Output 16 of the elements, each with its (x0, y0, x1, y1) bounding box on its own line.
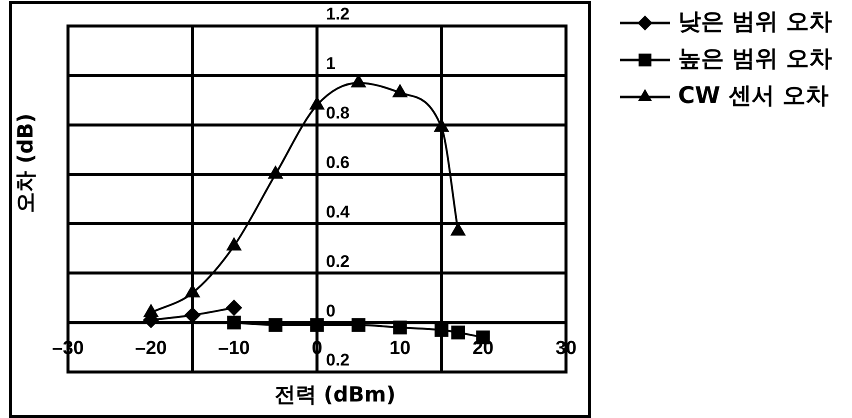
y-tick-label: 0.6 (326, 152, 350, 172)
x-tick-label: –10 (218, 338, 250, 359)
legend-label: 높은 범위 오차 (678, 46, 832, 72)
y-tick-label: 0.2 (326, 252, 350, 271)
y-tick-label: 1 (326, 54, 336, 74)
y-tick-label: 1.2 (326, 4, 350, 24)
y-tick-label: 0.4 (326, 202, 350, 222)
y-tick-label: 0 (326, 301, 336, 320)
y-tick-label: 0.8 (326, 104, 350, 123)
legend-label: CW 센서 오차 (678, 82, 828, 109)
x-tick-label: 10 (389, 338, 411, 359)
y-tick-label: 0.2 (326, 350, 350, 370)
legend-label: 낮은 범위 오차 (678, 8, 832, 35)
y-axis-title: 오차 (dB) (13, 113, 38, 213)
x-tick-label: –20 (135, 338, 167, 359)
x-axis-title: 전력 (dBm) (274, 382, 396, 406)
